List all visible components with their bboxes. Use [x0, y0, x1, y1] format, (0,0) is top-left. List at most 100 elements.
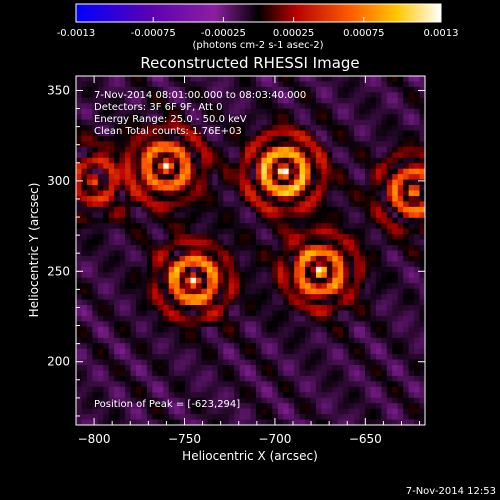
- heatmap-cell: [294, 288, 300, 295]
- heatmap-cell: [299, 419, 306, 425]
- heatmap-cell: [397, 403, 404, 409]
- heatmap-cell: [245, 299, 251, 306]
- heatmap-cell: [103, 365, 110, 371]
- heatmap-cell: [245, 305, 251, 311]
- heatmap-cell: [266, 190, 273, 197]
- heatmap-cell: [397, 288, 404, 295]
- heatmap-cell: [92, 234, 99, 240]
- heatmap-cell: [195, 179, 202, 186]
- heatmap-cell: [386, 86, 393, 93]
- heatmap-cell: [217, 381, 224, 388]
- heatmap-cell: [223, 135, 229, 142]
- heatmap-cell: [212, 250, 219, 257]
- heatmap-cell: [234, 195, 240, 202]
- heatmap-cell: [343, 92, 349, 99]
- heatmap-cell: [146, 234, 153, 240]
- heatmap-cell: [135, 163, 142, 169]
- heatmap-cell: [190, 261, 197, 268]
- heatmap-cell: [381, 326, 388, 333]
- heatmap-cell: [365, 299, 371, 306]
- heatmap-cell: [403, 283, 409, 289]
- heatmap-cell: [206, 86, 213, 93]
- heatmap-cell: [332, 332, 339, 339]
- heatmap-cell: [343, 370, 349, 377]
- heatmap-cell: [119, 305, 126, 311]
- heatmap-cell: [283, 277, 289, 284]
- heatmap-cell: [81, 365, 88, 371]
- heatmap-cell: [375, 228, 382, 235]
- heatmap-cell: [234, 370, 240, 377]
- heatmap-cell: [294, 255, 300, 262]
- heatmap-cell: [288, 228, 295, 235]
- heatmap-cell: [223, 239, 229, 246]
- heatmap-cell: [152, 228, 159, 235]
- heatmap-cell: [408, 408, 415, 415]
- heatmap-cell: [337, 174, 344, 180]
- heatmap-cell: [283, 114, 289, 120]
- heatmap-cell: [114, 76, 120, 82]
- heatmap-cell: [228, 321, 235, 328]
- heatmap-cell: [212, 381, 219, 388]
- heatmap-cell: [245, 255, 251, 262]
- heatmap-cell: [185, 119, 191, 126]
- heatmap-cell: [403, 359, 409, 366]
- heatmap-cell: [103, 414, 110, 420]
- heatmap-cell: [419, 163, 425, 169]
- heatmap-cell: [255, 250, 262, 257]
- heatmap-cell: [315, 212, 322, 219]
- heatmap-cell: [310, 359, 317, 366]
- heatmap-cell: [185, 125, 191, 131]
- heatmap-cell: [195, 223, 202, 229]
- heatmap-cell: [288, 305, 295, 311]
- heatmap-cell: [97, 403, 104, 409]
- heatmap-cell: [408, 326, 415, 333]
- heatmap-cell: [157, 348, 164, 355]
- heatmap-cell: [348, 114, 355, 120]
- heatmap-cell: [403, 348, 409, 355]
- heatmap-image: [76, 76, 425, 425]
- heatmap-cell: [76, 337, 82, 344]
- heatmap-cell: [255, 217, 262, 224]
- heatmap-cell: [277, 195, 284, 202]
- heatmap-cell: [250, 245, 257, 251]
- heatmap-cell: [157, 217, 164, 224]
- heatmap-cell: [239, 283, 246, 289]
- heatmap-cell: [212, 174, 219, 180]
- heatmap-cell: [206, 272, 213, 279]
- heatmap-cell: [201, 403, 208, 409]
- heatmap-cell: [315, 228, 322, 235]
- heatmap-cell: [234, 92, 240, 99]
- heatmap-cell: [255, 234, 262, 240]
- heatmap-cell: [381, 288, 388, 295]
- heatmap-cell: [321, 163, 328, 169]
- heatmap-cell: [239, 130, 246, 137]
- heatmap-cell: [97, 130, 104, 137]
- heatmap-cell: [332, 146, 339, 153]
- colorbar-tick-label: 0.00025: [273, 28, 314, 39]
- heatmap-cell: [326, 223, 333, 229]
- heatmap-cell: [81, 408, 88, 415]
- heatmap-cell: [146, 92, 153, 99]
- heatmap-cell: [130, 103, 137, 110]
- heatmap-cell: [414, 381, 420, 388]
- heatmap-cell: [343, 239, 349, 246]
- heatmap-cell: [392, 414, 399, 420]
- heatmap-cell: [206, 419, 213, 425]
- heatmap-cell: [201, 277, 208, 284]
- heatmap-cell: [125, 370, 131, 377]
- heatmap-cell: [92, 397, 99, 404]
- heatmap-cell: [157, 157, 164, 164]
- heatmap-cell: [103, 103, 110, 110]
- heatmap-cell: [217, 81, 224, 88]
- heatmap-cell: [337, 217, 344, 224]
- heatmap-cell: [261, 305, 268, 311]
- heatmap-cell: [81, 354, 88, 360]
- heatmap-cell: [332, 250, 339, 257]
- heatmap-cell: [397, 414, 404, 420]
- heatmap-cell: [266, 168, 273, 175]
- heatmap-cell: [76, 403, 82, 409]
- heatmap-cell: [81, 206, 88, 213]
- heatmap-cell: [86, 250, 93, 257]
- heatmap-cell: [386, 370, 393, 377]
